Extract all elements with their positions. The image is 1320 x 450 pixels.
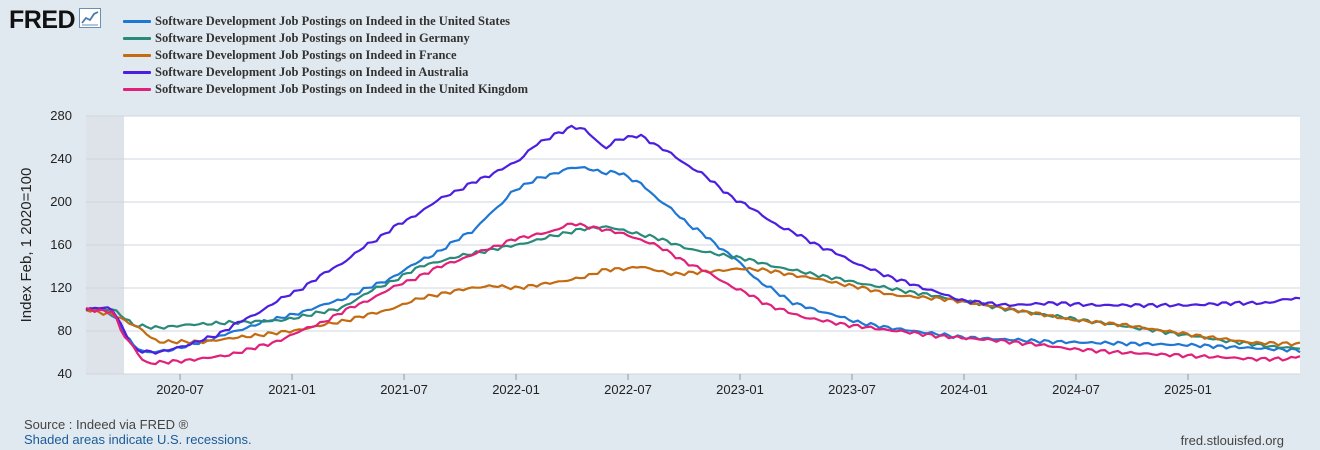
y-tick-label-160: 160	[50, 237, 72, 252]
series-line-france[interactable]	[85, 265, 1301, 347]
legend-label-germany: Software Development Job Postings on Ind…	[155, 31, 470, 45]
legend-label-uk: Software Development Job Postings on Ind…	[155, 82, 529, 96]
y-tick-label-80: 80	[58, 323, 72, 338]
gridlines	[86, 115, 1300, 375]
source-note: Source : Indeed via FRED ®	[24, 417, 189, 432]
legend-swatch-france	[123, 54, 151, 57]
x-tick-label-2022-01: 2022-01	[492, 382, 540, 397]
footer-notes: Source : Indeed via FRED ® Shaded areas …	[24, 417, 252, 447]
x-tick-label-2023-01: 2023-01	[716, 382, 764, 397]
y-tick-label-200: 200	[50, 194, 72, 209]
series-line-uk[interactable]	[85, 222, 1301, 366]
legend-swatch-germany	[123, 37, 151, 40]
site-url[interactable]: fred.stlouisfed.org	[1180, 433, 1284, 448]
x-tick-label-2024-01: 2024-01	[940, 382, 988, 397]
x-axis-ticks: 2020-07 2021-01 2021-07 2022-01 2022-07 2023-…	[156, 374, 1212, 397]
y-tick-label-120: 120	[50, 280, 72, 295]
fred-logo-text: FRED	[9, 5, 76, 34]
x-tick-label-2023-07: 2023-07	[828, 382, 876, 397]
y-tick-label-40: 40	[58, 366, 72, 381]
y-tick-label-240: 240	[50, 151, 72, 166]
chart-legend: Software Development Job Postings on Ind…	[123, 13, 528, 98]
y-axis-ticks: 40 80 120 160 200 240 280	[50, 108, 72, 381]
legend-swatch-uk	[123, 88, 151, 91]
legend-swatch-australia	[123, 71, 151, 74]
legend-item-uk[interactable]: Software Development Job Postings on Ind…	[123, 81, 528, 98]
series-line-us[interactable]	[85, 166, 1301, 354]
legend-label-australia: Software Development Job Postings on Ind…	[155, 65, 469, 79]
legend-item-australia[interactable]: Software Development Job Postings on Ind…	[123, 64, 528, 81]
legend-label-france: Software Development Job Postings on Ind…	[155, 48, 457, 62]
legend-item-france[interactable]: Software Development Job Postings on Ind…	[123, 47, 528, 64]
fred-logo[interactable]: FRED	[9, 5, 102, 34]
series-lines	[85, 124, 1301, 366]
series-line-australia[interactable]	[85, 124, 1301, 355]
x-tick-label-2022-07: 2022-07	[604, 382, 652, 397]
y-tick-label-280: 280	[50, 108, 72, 123]
x-tick-label-2021-01: 2021-01	[268, 382, 316, 397]
legend-swatch-us	[123, 20, 151, 23]
y-axis-title: Index Feb, 1 2020=100	[18, 168, 35, 323]
x-tick-label-2020-07: 2020-07	[156, 382, 204, 397]
x-tick-label-2021-07: 2021-07	[380, 382, 428, 397]
recession-note[interactable]: Shaded areas indicate U.S. recessions.	[24, 432, 252, 447]
legend-item-germany[interactable]: Software Development Job Postings on Ind…	[123, 30, 528, 47]
x-tick-label-2024-07: 2024-07	[1052, 382, 1100, 397]
legend-label-us: Software Development Job Postings on Ind…	[155, 14, 510, 28]
x-tick-label-2025-01: 2025-01	[1164, 382, 1212, 397]
legend-item-us[interactable]: Software Development Job Postings on Ind…	[123, 13, 528, 30]
chart-line-icon	[79, 8, 102, 33]
